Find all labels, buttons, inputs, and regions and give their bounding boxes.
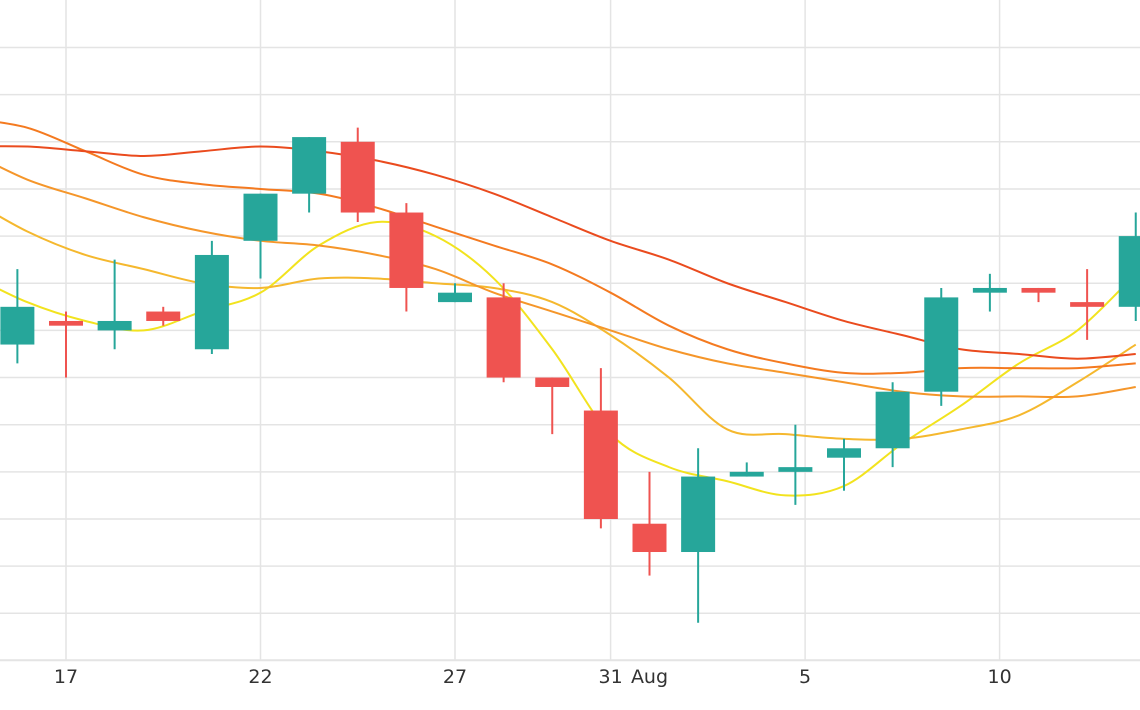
candle-up — [875, 382, 910, 468]
candle-body — [681, 476, 716, 553]
moving-average-line-2 — [0, 215, 1137, 441]
candle-body — [632, 523, 667, 553]
moving-average-line-1 — [0, 220, 1137, 497]
candle-down — [146, 306, 181, 326]
x-tick-label: 10 — [988, 666, 1012, 688]
moving-average-lines — [0, 121, 1137, 497]
x-tick-label: 27 — [443, 666, 467, 688]
x-axis-ticks: 17 22 27 31 Aug 5 10 — [54, 666, 1012, 688]
candle-body — [827, 448, 861, 458]
candle-body — [97, 320, 132, 331]
candle-down — [340, 127, 375, 222]
candle-body — [729, 471, 764, 477]
candle-body — [194, 254, 229, 350]
candle-up — [972, 273, 1007, 312]
horizontal-gridlines — [0, 46, 1140, 662]
candle-body — [875, 391, 910, 449]
moving-average-line-5 — [0, 145, 1136, 360]
candle-body — [340, 141, 375, 213]
candle-up — [0, 269, 35, 364]
candle-body — [49, 320, 83, 326]
candle-down — [583, 368, 618, 529]
candle-body — [972, 287, 1007, 293]
candle-down — [535, 377, 570, 435]
candle-down — [49, 311, 83, 378]
x-tick-label: 5 — [799, 666, 811, 688]
candle-up — [194, 240, 229, 354]
candle-up — [97, 259, 132, 350]
x-tick-label: 17 — [54, 666, 78, 688]
candle-body — [1070, 302, 1105, 307]
candle-up — [681, 448, 716, 623]
candle-body — [535, 377, 570, 387]
candle-body — [778, 467, 813, 472]
x-tick-label: Aug — [631, 666, 668, 688]
candle-down — [632, 471, 667, 576]
candle-body — [389, 212, 424, 288]
x-tick-label: 31 — [599, 666, 623, 688]
candle-up — [729, 462, 764, 477]
candle-up — [1118, 212, 1140, 321]
moving-average-line-4 — [0, 121, 1136, 375]
candle-up — [924, 287, 959, 406]
candle-up — [778, 424, 813, 505]
candle-body — [1118, 236, 1140, 307]
candle-up — [243, 193, 278, 279]
candle-up — [438, 283, 472, 303]
candle-body — [486, 297, 521, 378]
x-tick-label: 22 — [248, 666, 272, 688]
candle-down — [1021, 287, 1056, 303]
candle-up — [292, 137, 327, 213]
candle-up — [827, 438, 861, 491]
candle-body — [243, 193, 278, 241]
candle-body — [1021, 287, 1056, 293]
candle-body — [438, 292, 472, 303]
candle-body — [146, 311, 181, 321]
candle-body — [292, 137, 327, 194]
candle-body — [0, 306, 35, 345]
candle-down — [1070, 269, 1105, 340]
candles — [0, 127, 1140, 623]
moving-average-line-3 — [0, 165, 1136, 399]
candle-down — [486, 283, 521, 383]
candle-down — [389, 203, 424, 312]
candle-body — [583, 410, 618, 519]
candle-body — [924, 297, 959, 392]
